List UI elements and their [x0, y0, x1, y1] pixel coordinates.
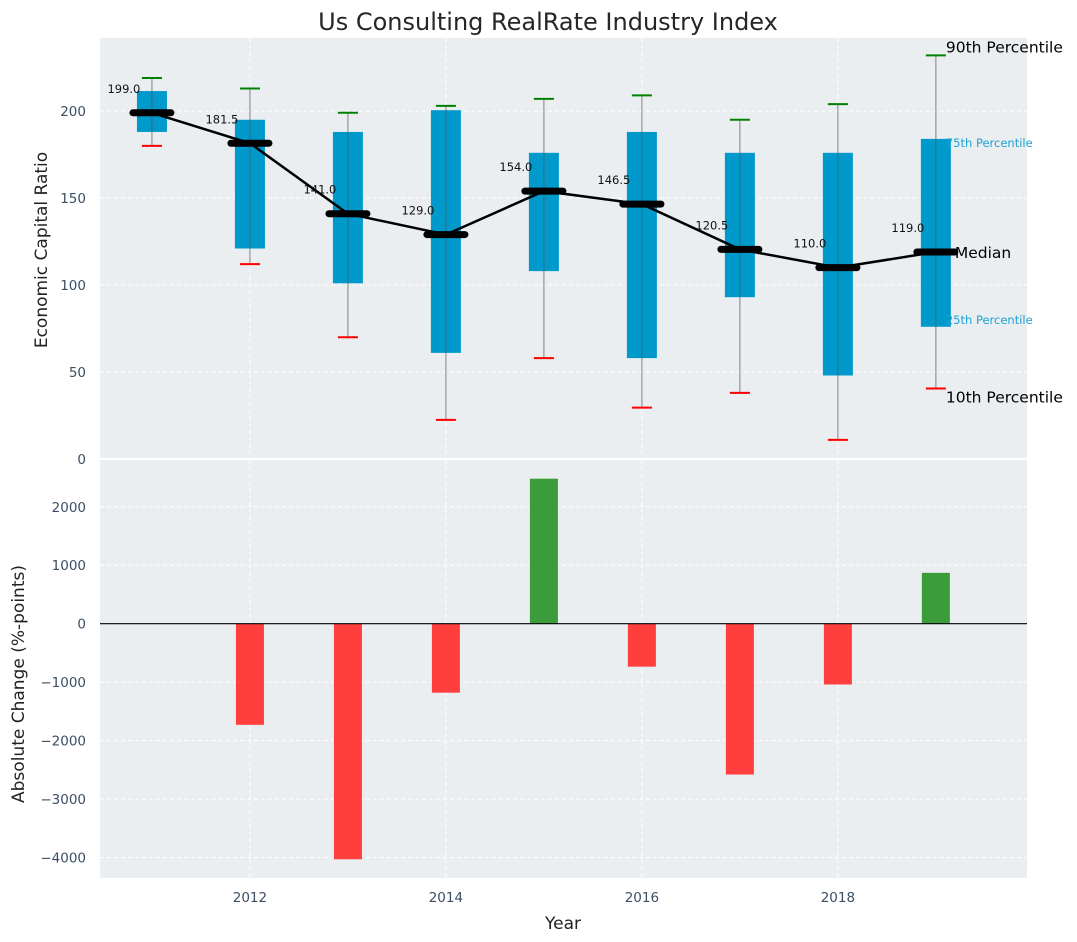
x-tick-label: 2012	[233, 890, 267, 906]
bar-2012	[235, 623, 264, 725]
median-value-label: 129.0	[401, 204, 434, 218]
y-tick-label: −2000	[40, 734, 86, 750]
x-tick-label: 2014	[429, 890, 463, 906]
y-tick-label: 2000	[52, 500, 86, 516]
median-value-label: 199.0	[107, 82, 140, 96]
x-ticks: 2012 2014 2016 2018	[233, 890, 855, 906]
x-tick-label: 2018	[821, 890, 855, 906]
bar-2014	[431, 623, 460, 693]
top-y-axis-label: Economic Capital Ratio	[32, 152, 52, 348]
y-tick-label: −1000	[40, 675, 86, 691]
y-tick-label: 0	[77, 617, 86, 633]
y-tick-label: 0	[77, 452, 86, 468]
annotation-75th: 75th Percentile	[946, 136, 1033, 150]
box-2016	[626, 94, 657, 409]
y-tick-label: 50	[69, 365, 86, 381]
bar-2018	[823, 623, 852, 685]
bar-2013	[333, 623, 362, 860]
y-tick-label: 200	[60, 104, 86, 120]
change-bars	[235, 478, 950, 860]
median-value-label: 146.5	[597, 173, 630, 187]
percentile-annotations: 90th Percentile 75th Percentile Median 25th…	[946, 38, 1063, 406]
median-value-label: 181.5	[205, 112, 238, 126]
y-tick-label: 100	[60, 278, 86, 294]
median-line	[129, 109, 959, 272]
median-value-label: 141.0	[303, 183, 336, 197]
box-2019	[920, 54, 951, 390]
median-labels: 199.0 181.5 141.0 129.0 154.0 146.5 120.5 110.0…	[107, 82, 924, 251]
annotation-median: Median	[955, 244, 1011, 262]
chart-title: Us Consulting RealRate Industry Index	[318, 8, 778, 36]
y-tick-label: 1000	[52, 558, 86, 574]
median-value-label: 110.0	[793, 237, 826, 251]
box-2015	[528, 97, 559, 360]
bottom-y-axis-label: Absolute Change (%-points)	[9, 565, 29, 803]
bar-2015	[529, 478, 558, 624]
median-value-label: 120.5	[695, 218, 728, 232]
y-tick-label: 150	[60, 191, 86, 207]
top-panel: 0 50 100 150 200 199.0 181.5 141.0 129.0 154.0 14…	[32, 38, 1063, 468]
median-value-label: 154.0	[499, 160, 532, 174]
bar-2019	[921, 572, 950, 624]
y-tick-label: −3000	[40, 792, 86, 808]
bar-2016	[627, 623, 656, 667]
annotation-90th: 90th Percentile	[946, 38, 1063, 56]
annotation-25th: 25th Percentile	[946, 313, 1033, 327]
top-y-ticks: 0 50 100 150 200	[60, 104, 86, 468]
x-tick-label: 2016	[625, 890, 659, 906]
y-tick-label: −4000	[40, 851, 86, 867]
median-value-label: 119.0	[891, 221, 924, 235]
annotation-10th: 10th Percentile	[946, 389, 1063, 407]
bar-2017	[725, 623, 754, 775]
x-axis-label: Year	[544, 914, 581, 934]
box-2017	[724, 118, 755, 394]
bottom-y-ticks: −4000 −3000 −2000 −1000 0 1000 2000	[40, 500, 86, 867]
